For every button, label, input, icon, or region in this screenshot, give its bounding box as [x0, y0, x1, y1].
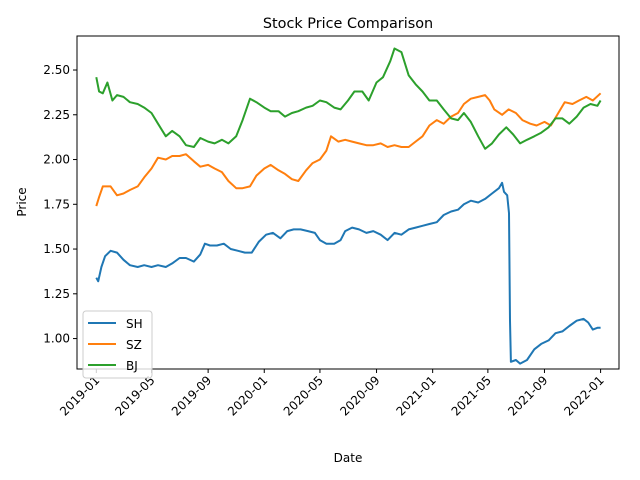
- legend-label-sh: SH: [126, 317, 143, 331]
- x-axis-label: Date: [334, 451, 363, 465]
- legend-box: [82, 310, 153, 379]
- plot-frame: [76, 35, 620, 370]
- plot-area: [95, 47, 602, 365]
- y-tick-label: 1.25: [43, 287, 70, 301]
- y-axis-label: Price: [15, 187, 29, 216]
- y-tick-label: 2.50: [43, 63, 70, 77]
- y-tick-label: 1.50: [43, 242, 70, 256]
- series-line-sh: [95, 181, 601, 365]
- legend: SH SZ BJ: [82, 310, 153, 379]
- y-tick-label: 1.00: [43, 332, 70, 346]
- series-line-bj: [95, 47, 602, 150]
- y-tick-label: 2.25: [43, 108, 70, 122]
- y-axis: 1.00 1.25 1.50 1.75 2.00 2.25 2.50: [43, 63, 77, 346]
- chart-title: Stock Price Comparison: [263, 16, 433, 32]
- series-line-sz: [95, 92, 602, 207]
- legend-label-bj: BJ: [126, 359, 138, 373]
- y-tick-label: 1.75: [43, 197, 70, 211]
- y-tick-label: 2.00: [43, 153, 70, 167]
- legend-label-sz: SZ: [126, 338, 142, 352]
